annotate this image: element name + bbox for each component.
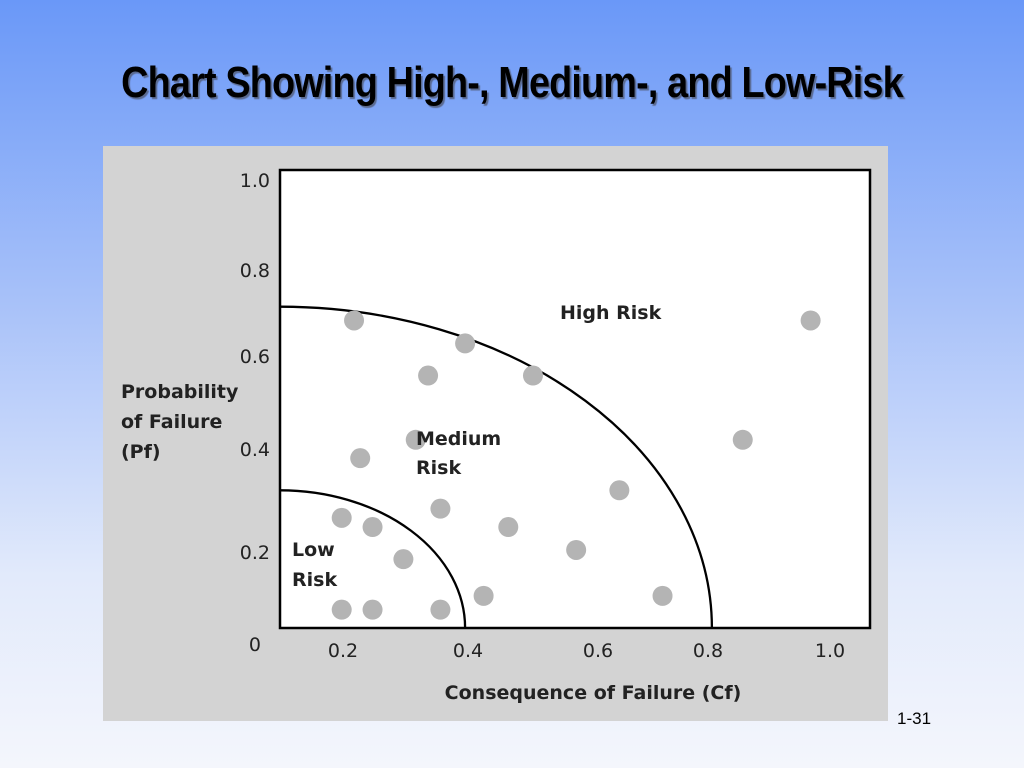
data-point	[566, 539, 587, 560]
y-tick-label: 0.2	[240, 542, 270, 564]
data-point	[609, 480, 630, 501]
region-label-medium-risk: Risk	[416, 457, 461, 479]
x-tick-label: 0.2	[328, 640, 358, 662]
region-label-medium-risk: Medium	[416, 428, 501, 450]
data-point	[455, 333, 476, 354]
data-point	[430, 498, 451, 519]
data-point	[362, 599, 383, 620]
origin-label: 0	[249, 634, 261, 656]
y-axis-title: of Failure	[121, 411, 222, 433]
risk-scatter-chart: 0.2 0.4 0.6 0.8 1.0 1.0 0.8 0.6 0.4 0.2 0 Conseque…	[121, 168, 872, 704]
y-axis-title: (Pf)	[121, 441, 161, 463]
data-point	[473, 585, 494, 606]
data-point	[362, 517, 383, 538]
boundary-medium-risk	[279, 305, 714, 629]
region-label-high-risk: High Risk	[560, 302, 662, 324]
data-point	[652, 585, 673, 606]
region-label-low-risk: Low	[292, 539, 335, 561]
y-tick-label: 0.4	[240, 439, 270, 461]
y-tick-label: 0.6	[240, 346, 270, 368]
chart-panel: 0.2 0.4 0.6 0.8 1.0 1.0 0.8 0.6 0.4 0.2 0 Conseque…	[103, 146, 888, 721]
x-tick-label: 0.6	[583, 640, 613, 662]
x-tick-label: 0.4	[453, 640, 483, 662]
boundary-low-risk	[279, 489, 467, 629]
data-point	[498, 517, 519, 538]
data-point	[331, 507, 352, 528]
x-tick-label: 0.8	[693, 640, 723, 662]
data-point	[732, 429, 753, 450]
data-point	[393, 549, 414, 570]
data-point	[344, 310, 365, 331]
data-point	[331, 599, 352, 620]
data-point	[430, 599, 451, 620]
y-tick-label: 1.0	[240, 170, 270, 192]
x-axis-title: Consequence of Failure (Cf)	[445, 682, 742, 704]
x-tick-label: 1.0	[815, 640, 845, 662]
region-label-low-risk: Risk	[292, 569, 337, 591]
slide-number: 1-31	[897, 709, 932, 728]
data-point	[405, 429, 426, 450]
data-point	[522, 365, 543, 386]
data-point	[418, 365, 439, 386]
slide-title: Chart Showing High-, Medium-, and Low-Ri…	[121, 58, 903, 107]
y-tick-label: 0.8	[240, 260, 270, 282]
y-axis-title: Probability	[121, 381, 239, 403]
data-point	[350, 448, 371, 469]
data-point	[800, 310, 821, 331]
